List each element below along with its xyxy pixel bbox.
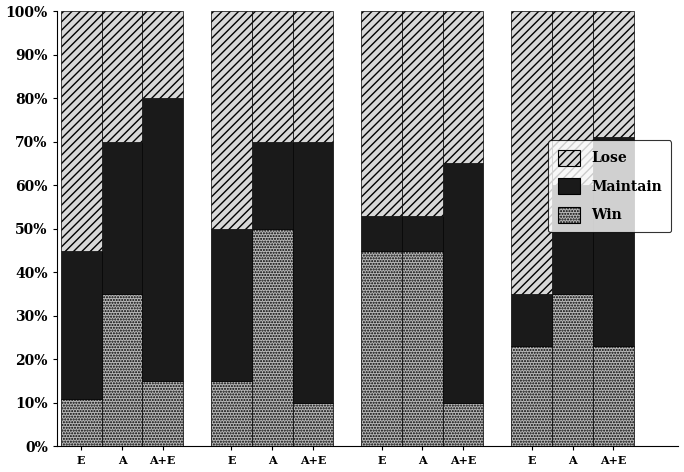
Bar [512, 294, 552, 346]
Bar [593, 346, 633, 447]
Bar [593, 137, 633, 346]
Bar [61, 11, 102, 251]
Bar [293, 142, 333, 403]
Bar [593, 11, 633, 137]
Bar [142, 381, 183, 447]
Bar [402, 11, 443, 216]
Bar [102, 142, 142, 294]
Bar [211, 381, 252, 447]
Bar [361, 11, 402, 216]
Legend: Lose, Maintain, Win: Lose, Maintain, Win [548, 140, 672, 233]
Bar [61, 251, 102, 398]
Bar [552, 294, 593, 447]
Bar [552, 185, 593, 294]
Bar [361, 216, 402, 251]
Bar [402, 251, 443, 447]
Bar [252, 229, 293, 447]
Bar [443, 163, 484, 403]
Bar [293, 11, 333, 142]
Bar [293, 403, 333, 447]
Bar [512, 346, 552, 447]
Bar [211, 11, 252, 229]
Bar [142, 98, 183, 381]
Bar [211, 229, 252, 381]
Bar [443, 403, 484, 447]
Bar [552, 11, 593, 185]
Bar [512, 11, 552, 294]
Bar [402, 216, 443, 251]
Bar [61, 398, 102, 447]
Bar [102, 294, 142, 447]
Bar [252, 142, 293, 229]
Bar [252, 11, 293, 142]
Bar [142, 11, 183, 98]
Bar [102, 11, 142, 142]
Bar [361, 251, 402, 447]
Bar [443, 11, 484, 163]
